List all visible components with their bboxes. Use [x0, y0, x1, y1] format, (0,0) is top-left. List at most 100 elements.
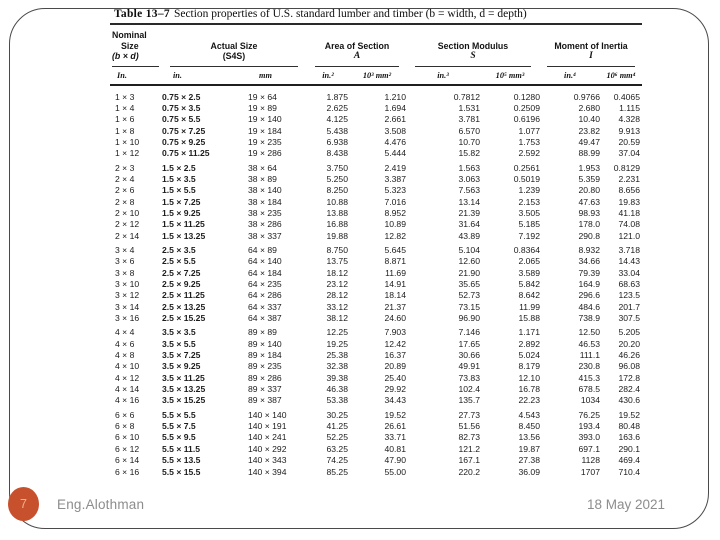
- table-cell: 0.2509: [513, 102, 540, 113]
- date-footer: 18 May 2021: [586, 497, 665, 512]
- table-cell: 3.063: [458, 173, 480, 184]
- table-cell: 85.25: [326, 466, 348, 477]
- table-cell: 6 × 6: [115, 409, 135, 420]
- table-cell: 6 × 8: [115, 421, 135, 432]
- table-cell: 1.5 × 5.5: [162, 185, 196, 196]
- table-cell: 13.56: [518, 432, 540, 443]
- table-row: 4 × 16 3.5 × 15.25 89 × 387 53.38 34.43 135.7…: [110, 395, 642, 406]
- table-number: Table 13–7: [114, 8, 170, 20]
- table-cell: 5.5 × 7.5: [162, 421, 196, 432]
- table-cell: 484.6: [578, 301, 600, 312]
- table-cell: 1.210: [384, 91, 406, 102]
- table-cell: 3.5 × 9.25: [162, 361, 201, 372]
- table-cell: 51.56: [458, 421, 480, 432]
- table-cell: 41.25: [326, 421, 348, 432]
- table-cell: 33.71: [384, 432, 406, 443]
- table-cell: 3 × 10: [115, 279, 140, 289]
- table-cell: 3.508: [384, 125, 406, 136]
- table-cell: 19 × 140: [248, 114, 282, 125]
- table-cell: 172.8: [618, 372, 640, 383]
- header-line: (b × d): [112, 51, 139, 61]
- table-cell: 25.38: [326, 350, 348, 361]
- table-cell: 35.65: [458, 279, 480, 289]
- table-cell: 1.115: [619, 102, 640, 113]
- header-line: Size: [121, 40, 139, 51]
- header-symbol: I: [589, 51, 593, 61]
- table-cell: 3.5 × 15.25: [162, 395, 206, 406]
- table-row: 1 × 10 0.75 × 9.25 19 × 235 6.938 4.476 10.70…: [110, 137, 642, 148]
- table-cell: 3.5 × 13.25: [162, 384, 206, 395]
- table-row: 6 × 6 5.5 × 5.5 140 × 140 30.25 19.52 27.73 4.…: [110, 410, 642, 421]
- table-cell: 89 × 89: [248, 327, 277, 338]
- header-line: (S4S): [222, 51, 246, 61]
- table-cell: 678.5: [578, 384, 600, 395]
- unit-label: in.²: [322, 70, 334, 80]
- table-cell: 1.5 × 11.25: [162, 219, 205, 230]
- table-cell: 8.438: [326, 148, 348, 159]
- table-cell: 73.83: [458, 372, 480, 383]
- table-cell: 296.6: [578, 290, 600, 301]
- table-cell: 0.8364: [513, 244, 540, 255]
- table-cell: 140 × 241: [248, 432, 287, 443]
- table-cell: 47.63: [578, 196, 600, 207]
- table-cell: 163.6: [618, 432, 640, 443]
- table-cell: 13.88: [326, 207, 348, 218]
- table-cell: 12.42: [384, 338, 406, 349]
- table-cell: 27.73: [458, 409, 480, 420]
- table-cell: 19.52: [384, 409, 406, 420]
- table-cell: 3 × 14: [115, 301, 140, 312]
- table-cell: 8.450: [518, 421, 540, 432]
- table-cell: 307.5: [618, 313, 640, 324]
- table-cell: 2 × 8: [115, 196, 135, 207]
- table-cell: 33.12: [326, 301, 348, 312]
- table-cell: 64 × 337: [248, 301, 282, 312]
- table-cell: 6.570: [458, 125, 480, 136]
- table-cell: 15.82: [458, 148, 480, 159]
- table-cell: 38 × 337: [248, 230, 282, 241]
- header-line: Nominal: [112, 30, 147, 40]
- table-cell: 220.2: [458, 466, 480, 477]
- table-row: 2 × 10 1.5 × 9.25 38 × 235 13.88 8.952 21.39 3…: [110, 208, 642, 219]
- table-cell: 4 × 8: [115, 350, 135, 361]
- table-cell: 5.024: [518, 350, 540, 361]
- lumber-properties-table: Table 13–7 Section properties of U.S. sta…: [110, 8, 642, 478]
- table-cell: 1.694: [384, 102, 406, 113]
- table-cell: 10.88: [326, 196, 348, 207]
- table-cell: 16.88: [326, 219, 348, 230]
- unit-label: mm: [259, 70, 272, 80]
- table-cell: 2.625: [326, 102, 348, 113]
- table-row: 3 × 8 2.5 × 7.25 64 × 184 18.12 11.69 21.90 3.…: [110, 268, 642, 279]
- unit-subheaders: In. in. mm in.² 10³ mm² in.³ 10⁵ mm³ in.…: [110, 71, 642, 80]
- table-cell: 20.89: [384, 361, 406, 372]
- table-cell: 38.12: [326, 313, 348, 324]
- table-row: 4 × 4 3.5 × 3.5 89 × 89 12.25 7.903 7.146 1.17…: [110, 327, 642, 338]
- table-cell: 1.753: [518, 136, 540, 147]
- table-cell: 47.90: [384, 455, 406, 466]
- table-cell: 89 × 140: [248, 338, 282, 349]
- table-cell: 20.20: [618, 338, 640, 349]
- slide-number: 7: [20, 497, 27, 511]
- table-cell: 2.065: [518, 256, 540, 267]
- table-cell: 2.5 × 11.25: [162, 290, 205, 301]
- table-cell: 12.60: [458, 256, 480, 267]
- table-cell: 46.38: [326, 384, 348, 395]
- table-cell: 2 × 10: [115, 207, 140, 218]
- table-cell: 5.5 × 9.5: [162, 432, 196, 443]
- table-cell: 8.642: [518, 290, 540, 301]
- table-cell: 89 × 235: [248, 361, 282, 372]
- table-cell: 1707: [580, 466, 600, 477]
- table-cell: 6 × 10: [115, 432, 140, 443]
- table-cell: 121.0: [618, 230, 640, 241]
- table-cell: 121.2: [458, 443, 480, 454]
- table-cell: 82.73: [458, 432, 480, 443]
- table-cell: 102.4: [458, 384, 480, 395]
- table-cell: 68.63: [618, 279, 640, 289]
- table-cell: 0.75 × 7.25: [162, 125, 206, 136]
- table-cell: 38 × 64: [248, 162, 277, 173]
- table-row: 4 × 12 3.5 × 11.25 89 × 286 39.38 25.40 73.83…: [110, 373, 642, 384]
- table-cell: 38 × 286: [248, 219, 282, 230]
- table-cell: 7.192: [518, 230, 540, 241]
- table-row: 1 × 4 0.75 × 3.5 19 × 89 2.625 1.694 1.531 0.2…: [110, 103, 642, 114]
- table-cell: 0.75 × 2.5: [162, 91, 201, 102]
- table-cell: 30.66: [458, 350, 480, 361]
